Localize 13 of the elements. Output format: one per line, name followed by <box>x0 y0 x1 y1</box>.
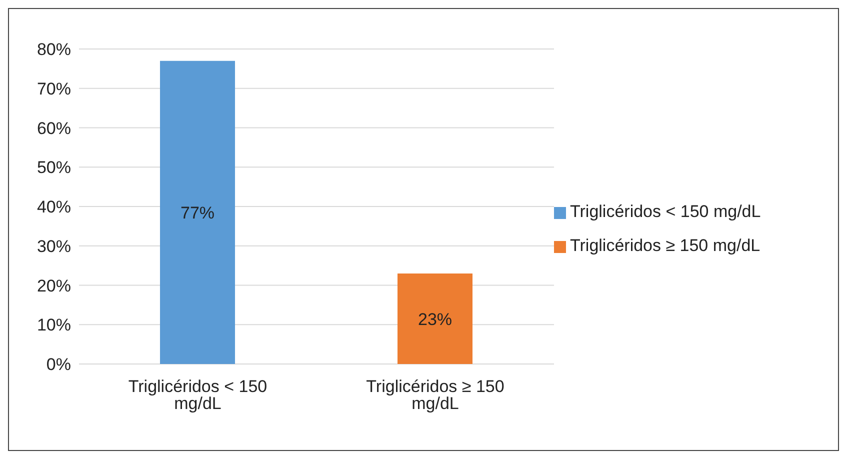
y-tick-label: 70% <box>36 79 71 98</box>
y-tick-label: 60% <box>36 118 71 138</box>
y-tick-label: 20% <box>36 276 71 296</box>
y-tick-label: 80% <box>36 40 71 60</box>
data-label: 23% <box>418 310 452 329</box>
data-label: 77% <box>180 203 215 222</box>
legend-label: Triglicéridos ≥ 150 mg/dL <box>570 236 760 255</box>
legend-label: Triglicéridos < 150 mg/dL <box>570 202 761 221</box>
y-tick-label: 30% <box>36 236 71 256</box>
y-tick-label: 50% <box>36 158 71 178</box>
y-tick-label: 40% <box>36 198 71 217</box>
y-tick-label: 10% <box>36 316 71 335</box>
y-tick-label: 0% <box>46 355 71 374</box>
